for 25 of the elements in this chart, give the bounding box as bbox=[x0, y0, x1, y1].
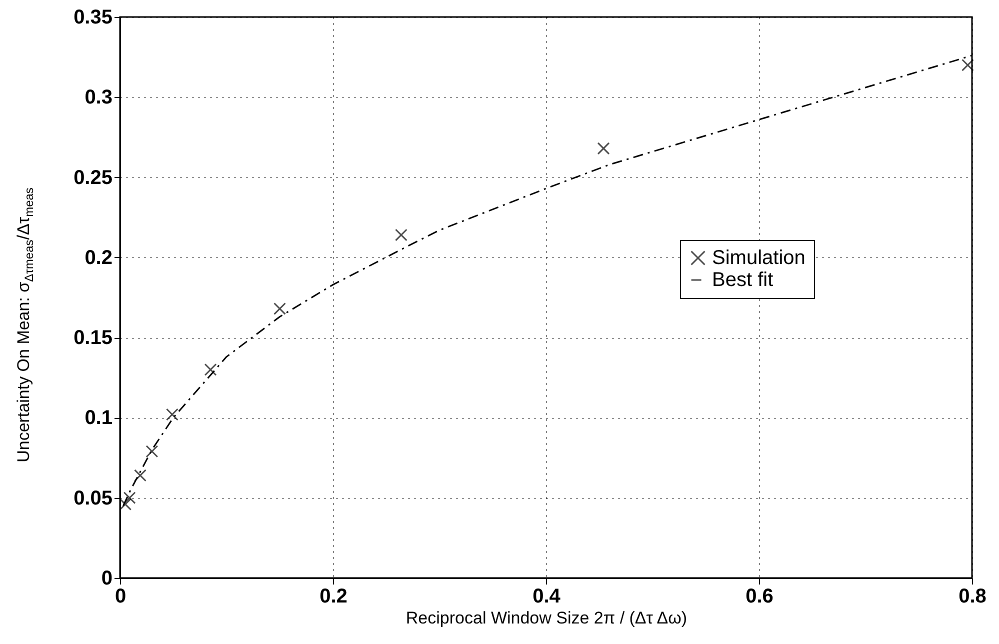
y-tick-label: 0.3 bbox=[84, 86, 112, 109]
point bbox=[166, 408, 178, 421]
y-tick-label: 0.35 bbox=[74, 6, 112, 28]
point bbox=[123, 492, 136, 504]
y-tick-label: 0.1 bbox=[84, 407, 112, 430]
point bbox=[962, 58, 974, 72]
x-axis-title: Reciprocal Window Size 2π / (Δτ Δω) bbox=[406, 608, 688, 628]
x-tick-label: 0.6 bbox=[746, 586, 774, 608]
x-tick-label: 0.4 bbox=[532, 586, 562, 608]
legend-label: Simulation bbox=[712, 247, 806, 269]
y-tick-label: 0.2 bbox=[84, 246, 112, 269]
x-tick-label: 0.2 bbox=[320, 586, 348, 608]
y-tick-label: 0.05 bbox=[74, 487, 112, 510]
x-tick-label: 0.8 bbox=[958, 586, 986, 608]
y-tick-label: 0.25 bbox=[74, 166, 112, 189]
point bbox=[146, 445, 158, 458]
legend-label: Best fit bbox=[712, 269, 774, 291]
point bbox=[134, 469, 146, 482]
point bbox=[597, 142, 610, 155]
point bbox=[204, 363, 217, 376]
y-tick-label: 0 bbox=[101, 568, 112, 590]
point bbox=[394, 228, 408, 242]
y-tick-label: 0.15 bbox=[74, 327, 112, 350]
x-tick-label: 0 bbox=[114, 586, 126, 608]
point bbox=[274, 302, 286, 315]
